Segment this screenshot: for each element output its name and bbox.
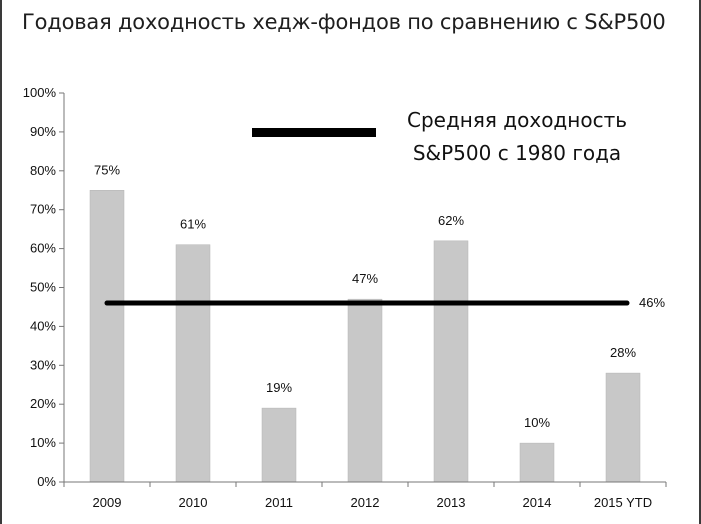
bar-2013 bbox=[433, 240, 469, 483]
bar-2012 bbox=[347, 298, 383, 483]
x-tick-label: 2012 bbox=[351, 495, 380, 510]
y-tick-label: 60% bbox=[30, 241, 56, 256]
legend: Средняя доходность S&P500 с 1980 года bbox=[252, 108, 627, 165]
x-tick-label: 2010 bbox=[179, 495, 208, 510]
y-tick-label: 80% bbox=[30, 163, 56, 178]
bars bbox=[89, 190, 641, 483]
data-label: 28% bbox=[610, 345, 636, 360]
bar-2015-ytd bbox=[605, 372, 641, 483]
y-tick-label: 50% bbox=[30, 280, 56, 295]
y-tick-label: 20% bbox=[30, 396, 56, 411]
reference-line-label: 46% bbox=[639, 295, 665, 310]
y-tick-label: 90% bbox=[30, 124, 56, 139]
data-label: 10% bbox=[524, 415, 550, 430]
y-tick-label: 70% bbox=[30, 202, 56, 217]
data-label: 61% bbox=[180, 217, 206, 232]
bar-2010 bbox=[175, 244, 211, 483]
axes bbox=[63, 93, 667, 487]
legend-label: S&P500 с 1980 года bbox=[413, 141, 621, 165]
x-tick-label: 2014 bbox=[523, 495, 552, 510]
frame-right-border bbox=[699, 0, 701, 524]
y-tick-label: 40% bbox=[30, 318, 56, 333]
y-axis-ticks: 0% 10% 20% 30% 40% 50% 60% 70% 80% 90% 100% bbox=[23, 85, 64, 489]
x-tick-label: 2013 bbox=[437, 495, 466, 510]
y-tick-label: 10% bbox=[30, 435, 56, 450]
legend-label: Средняя доходность bbox=[407, 108, 627, 132]
data-label: 19% bbox=[266, 380, 292, 395]
data-label: 62% bbox=[438, 213, 464, 228]
x-tick-label: 2011 bbox=[265, 495, 293, 510]
x-tick-label: 2009 bbox=[93, 495, 122, 510]
legend-swatch bbox=[252, 128, 376, 137]
x-axis-labels: 2009 2010 2011 2012 2013 2014 2015 YTD bbox=[93, 495, 653, 510]
frame-left-border bbox=[0, 0, 2, 524]
y-tick-label: 0% bbox=[37, 474, 56, 489]
data-labels: 75% 61% 19% 47% 62% 10% 28% bbox=[94, 162, 636, 430]
y-tick-label: 30% bbox=[30, 357, 56, 372]
x-tick-label: 2015 YTD bbox=[594, 495, 652, 510]
chart-title: Годовая доходность хедж-фондов по сравне… bbox=[22, 10, 666, 34]
y-tick-label: 100% bbox=[23, 85, 57, 100]
bar-2014 bbox=[519, 442, 555, 483]
bar-2011 bbox=[261, 407, 297, 483]
data-label: 47% bbox=[352, 271, 378, 286]
data-label: 75% bbox=[94, 162, 120, 177]
reference-line-group: 46% bbox=[104, 295, 665, 310]
bar-2009 bbox=[89, 190, 125, 483]
